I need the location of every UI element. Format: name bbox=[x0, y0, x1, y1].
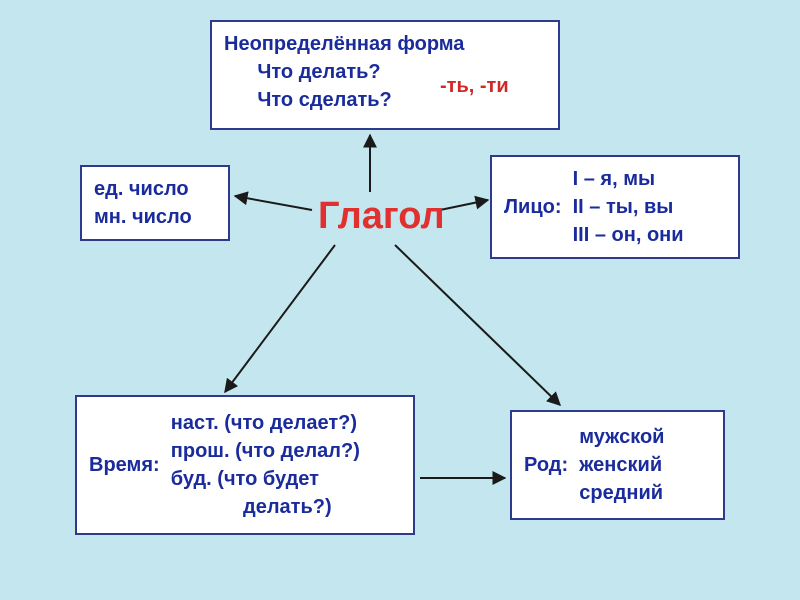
box-person: Лицо: I – я, мы II – ты, вы III – он, он… bbox=[490, 155, 740, 259]
box-tense: Время: наст. (что делает?) прош. (что де… bbox=[75, 395, 415, 535]
box-gender: Род: мужской женский средний bbox=[510, 410, 725, 520]
gender-lines: мужской женский средний bbox=[579, 423, 664, 507]
box-number: ед. число мн. число bbox=[80, 165, 230, 241]
center-title: Глагол bbox=[318, 195, 445, 238]
person-prefix: Лицо: bbox=[504, 193, 573, 221]
suffix-note: -ть, -ти bbox=[440, 75, 509, 98]
tense-prefix: Время: bbox=[89, 451, 171, 479]
tense-lines: наст. (что делает?) прош. (что делал?) б… bbox=[171, 409, 360, 521]
person-lines: I – я, мы II – ты, вы III – он, они bbox=[573, 165, 684, 249]
gender-prefix: Род: bbox=[524, 451, 579, 479]
